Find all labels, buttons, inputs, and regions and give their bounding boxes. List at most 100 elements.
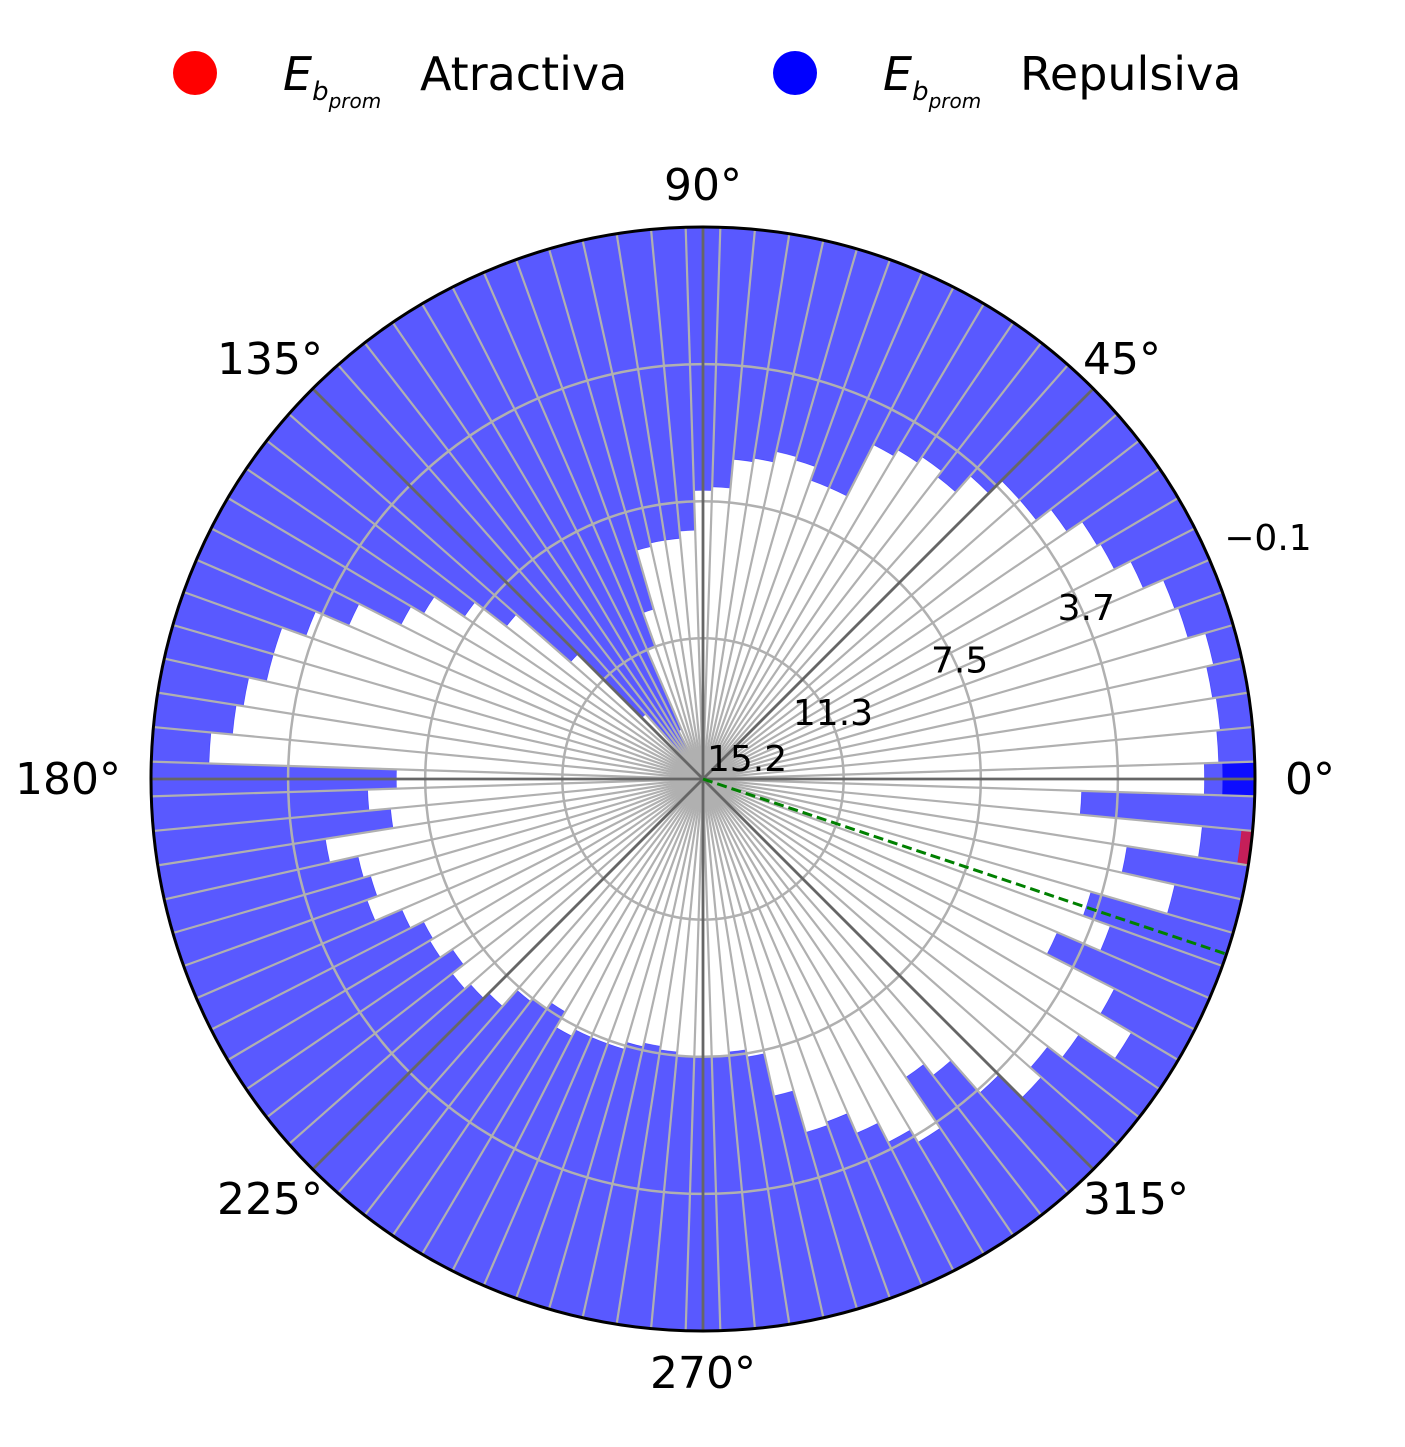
grid-spoke-62 (288, 778, 704, 1145)
grid-spoke-49 (153, 725, 704, 781)
axis-labels: 0° 45° 90° 135° 180° 225° 270° 315° 15.211.3 7.5 3… (15, 160, 1335, 1399)
grid-spoke-58 (210, 778, 704, 1031)
grid-spoke-55 (172, 777, 704, 935)
grid-spoke-89 (702, 778, 1118, 1145)
grid-spoke-65 (363, 778, 704, 1216)
grid-spoke-11 (702, 439, 1140, 780)
grid-spoke-34 (421, 303, 704, 780)
angle-tick-label-315: 315° (1083, 1174, 1189, 1225)
legend-item-repulsiva[interactable]: Ebprom Repulsiva (773, 47, 1242, 113)
grid-spoke-76 (701, 778, 722, 1331)
grid-spoke-30 (547, 248, 705, 780)
grid-spoke-71 (547, 778, 705, 1310)
legend-marker-atractiva (173, 51, 217, 95)
grid-spoke-20 (701, 259, 892, 780)
radial-tick-label-1: 11.3 (793, 693, 873, 734)
grid-spoke-82 (701, 778, 924, 1287)
grid-spoke-47 (164, 657, 704, 781)
legend-symbol-repulsiva: E (883, 47, 912, 101)
grid-spoke-51 (151, 777, 704, 798)
legend-item-atractiva[interactable]: Ebprom Atractiva (173, 47, 627, 113)
radial-tick-label-0: 15.2 (707, 739, 787, 780)
grid-spoke-15 (702, 342, 1043, 780)
grid-spoke-68 (451, 778, 704, 1272)
legend-subscript-repulsiva: b (912, 77, 929, 107)
grid-spoke-21 (701, 248, 859, 780)
grid-spoke-79 (701, 778, 825, 1318)
grid-spoke-31 (514, 259, 705, 780)
grid-spoke-50 (151, 760, 704, 781)
grid-spoke-7 (702, 558, 1211, 781)
grid-spoke-28 (615, 233, 705, 780)
grid-spoke-69 (482, 778, 705, 1287)
grid-spoke-66 (391, 778, 704, 1237)
plot-area (150, 226, 1256, 1332)
grid-spoke-22 (701, 240, 825, 780)
grid-spoke-17 (702, 303, 985, 780)
grid-spoke-57 (195, 777, 704, 1000)
legend-label-atractiva: Atractiva (420, 47, 627, 101)
legend: Ebprom Atractiva Ebprom Repulsiva (173, 47, 1242, 113)
grid-spoke-35 (391, 321, 704, 780)
grid (149, 225, 1257, 1333)
legend-subscript-atractiva: b (312, 77, 329, 107)
grid-spoke-67 (421, 778, 704, 1255)
grid-spoke-23 (701, 233, 791, 780)
grid-spoke-40 (266, 439, 704, 780)
reference-line (702, 777, 1227, 956)
grid-spoke-74 (649, 778, 705, 1329)
grid-spoke-90 (702, 778, 1140, 1119)
grid-spoke-32 (482, 271, 705, 780)
grid-spoke-99 (702, 777, 1253, 833)
grid-spoke-85 (702, 778, 1015, 1237)
grid-spoke-5 (702, 623, 1234, 781)
angle-tick-label-135: 135° (217, 334, 323, 385)
grid-spoke-43 (210, 527, 704, 780)
grid-spoke-93 (702, 778, 1196, 1031)
grid-spoke-27 (649, 229, 705, 780)
grid-spoke-36 (363, 342, 704, 780)
bar-repulsiva-99[interactable] (1079, 790, 1256, 832)
grid-spoke-60 (245, 778, 704, 1091)
grid-spoke-80 (701, 778, 859, 1310)
legend-subsubscript-repulsiva: prom (928, 89, 982, 113)
grid-spoke-46 (172, 623, 704, 781)
grid-spoke-81 (701, 778, 892, 1299)
legend-marker-repulsiva (773, 51, 817, 95)
grid-spoke-59 (227, 778, 704, 1061)
grid-spoke-92 (702, 778, 1179, 1061)
grid-spoke-18 (702, 286, 955, 780)
grid-spoke-6 (702, 590, 1223, 781)
series-repulsiva (150, 226, 1256, 1332)
legend-label-repulsiva: Repulsiva (1020, 47, 1242, 101)
legend-subsubscript-atractiva: prom (328, 89, 382, 113)
grid-spoke-33 (451, 286, 704, 780)
grid-spoke-83 (702, 778, 955, 1272)
svg-text:Ebprom: Ebprom (883, 47, 981, 113)
angle-tick-label-225: 225° (217, 1174, 323, 1225)
grid-spoke-37 (337, 364, 704, 780)
grid-spoke-87 (702, 778, 1069, 1194)
grid-spoke-26 (684, 227, 705, 780)
grid-spoke-1 (702, 760, 1255, 781)
grid-spoke-29 (581, 240, 705, 780)
grid-major-line-3 (311, 387, 704, 780)
grid-spoke-98 (702, 777, 1249, 867)
grid-spoke-77 (701, 778, 757, 1329)
grid-spoke-24 (701, 229, 757, 780)
bar-repulsiva-2[interactable] (1215, 692, 1253, 731)
bar-repulsiva-1[interactable] (1216, 726, 1256, 764)
grid-spoke-12 (702, 413, 1118, 780)
grid-spoke-9 (702, 497, 1179, 780)
legend-symbol-atractiva: E (283, 47, 312, 101)
grid-spoke-72 (581, 778, 705, 1318)
grid-spoke-78 (701, 778, 791, 1325)
grid-spoke-84 (702, 778, 985, 1255)
grid-spoke-56 (183, 777, 704, 968)
grid-spoke-64 (337, 778, 704, 1194)
grid-spoke-48 (157, 691, 704, 781)
grid-spoke-0 (702, 777, 1255, 798)
grid-spoke-42 (227, 497, 704, 780)
grid-major-line-5 (311, 778, 704, 1171)
